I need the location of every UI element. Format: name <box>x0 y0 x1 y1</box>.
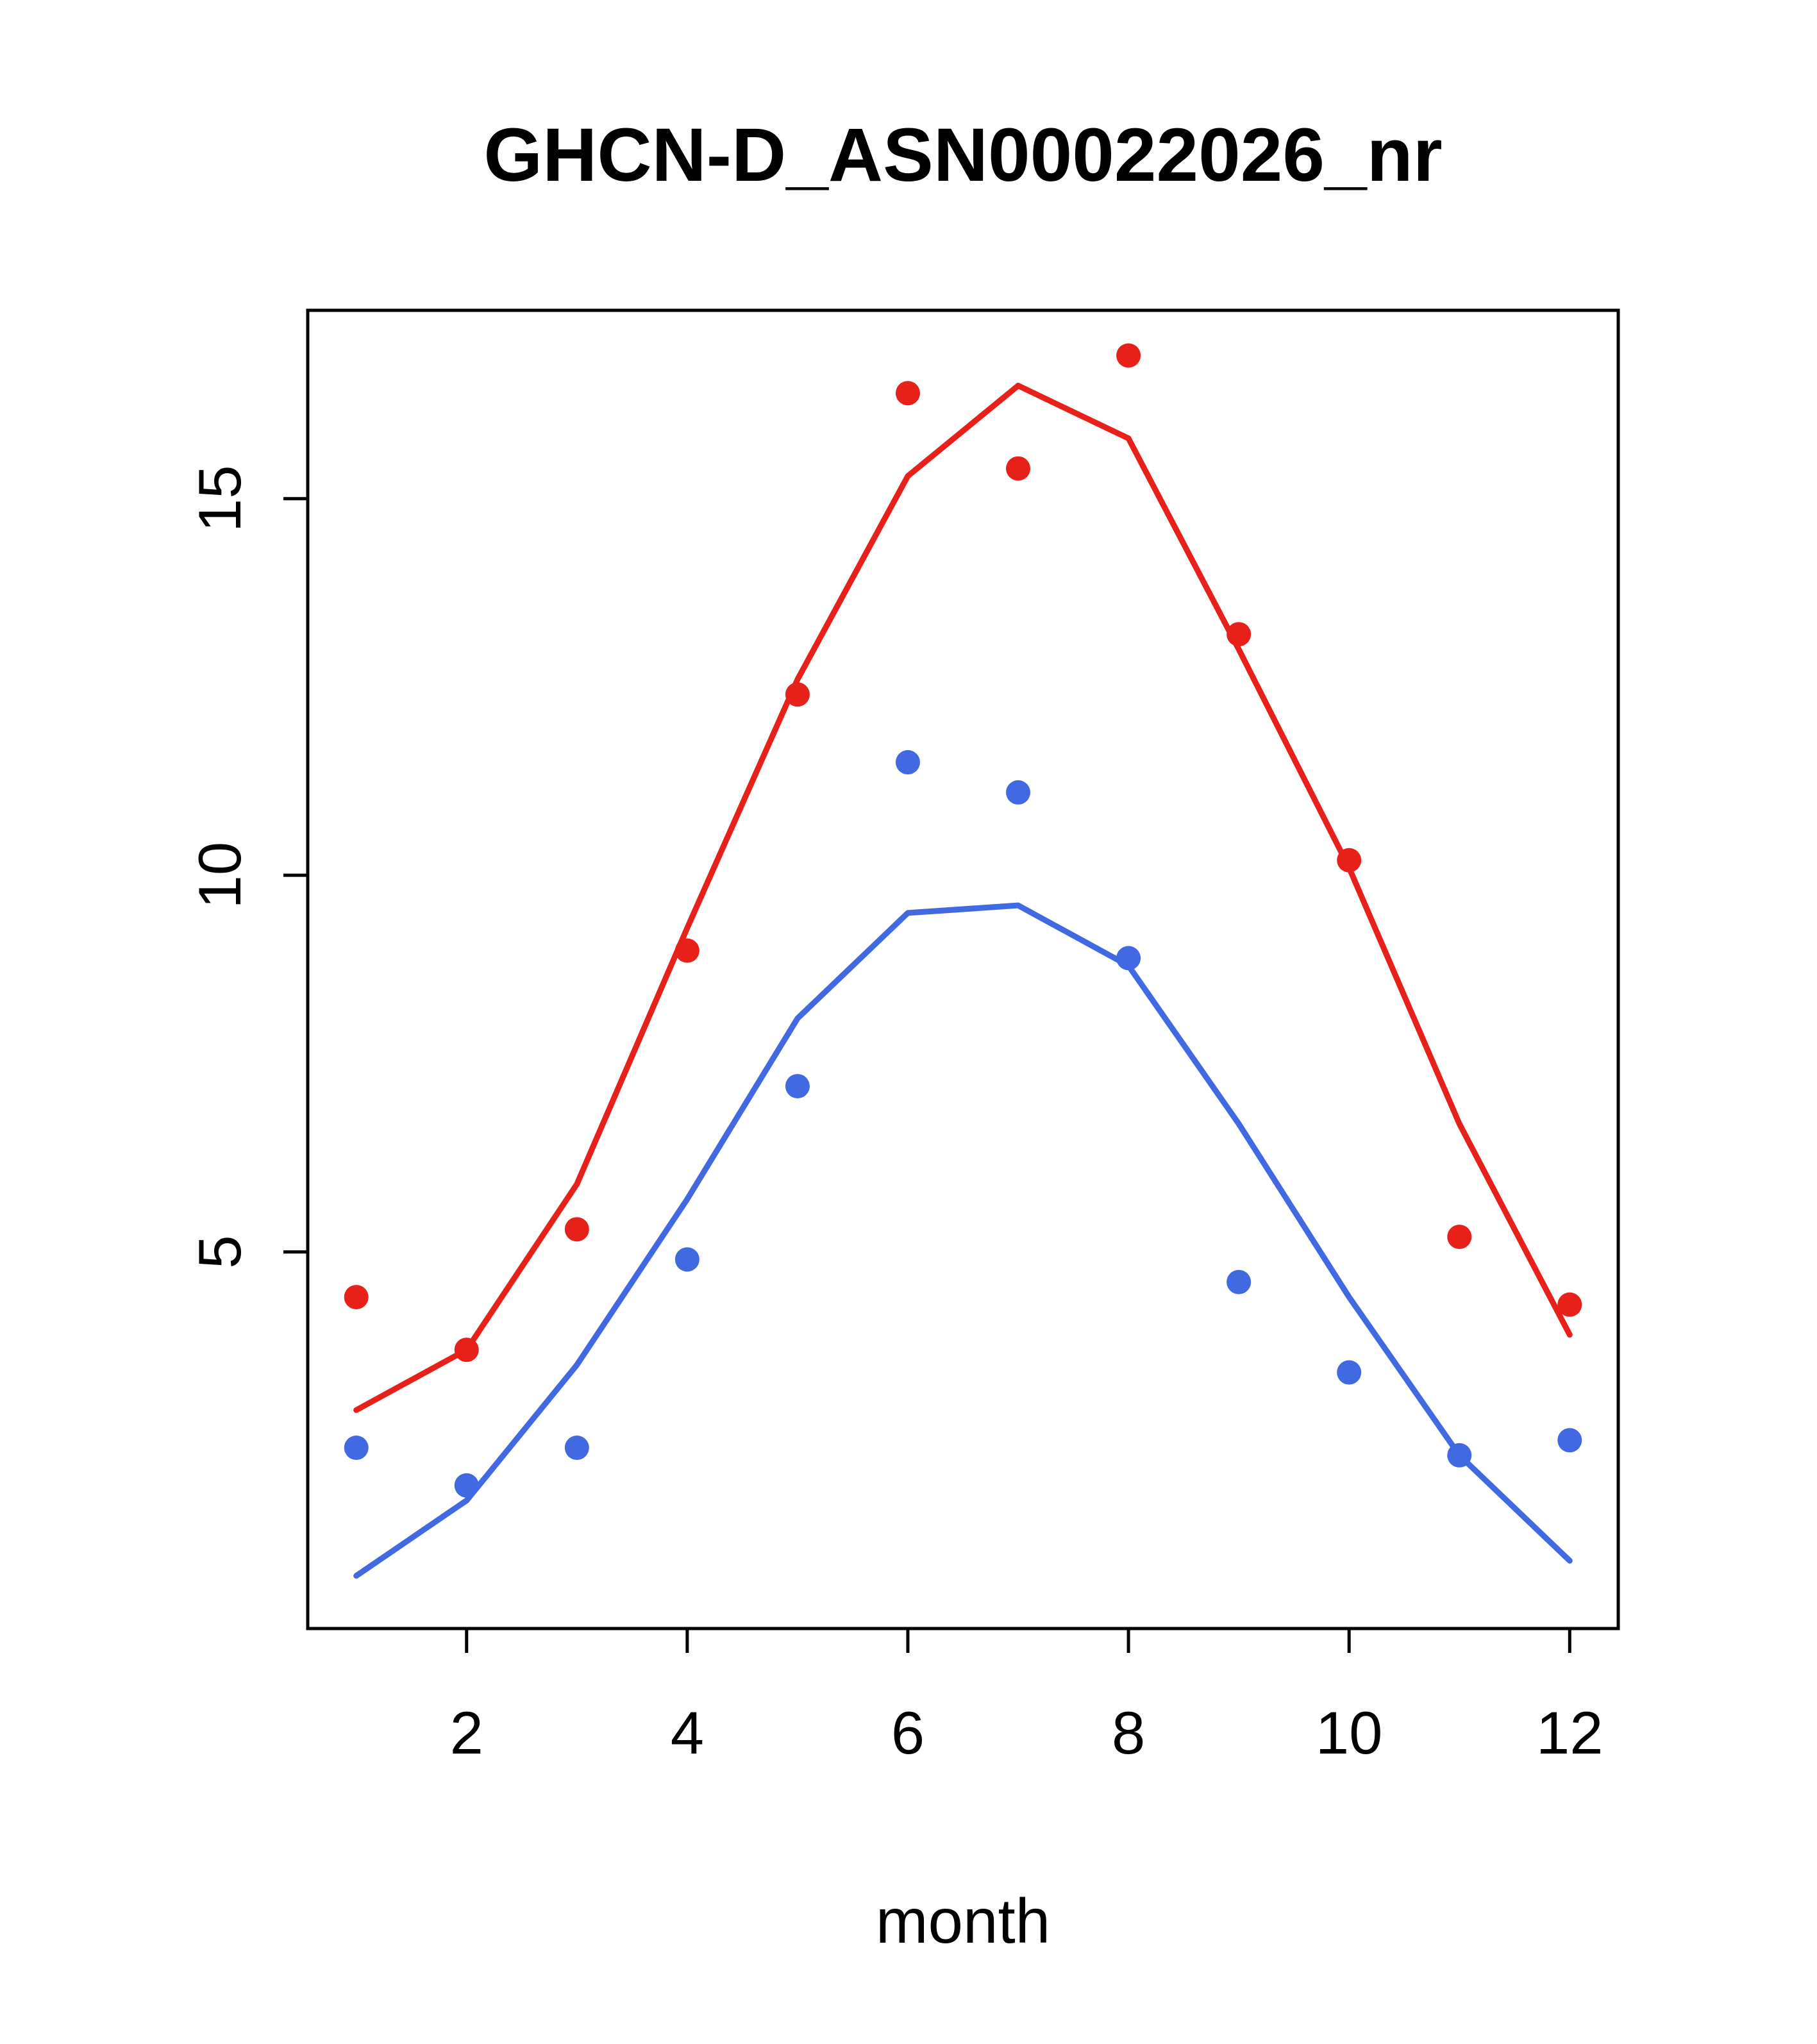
blue-point <box>1447 1443 1472 1468</box>
blue-point <box>1006 780 1031 805</box>
x-tick-label: 10 <box>1316 1699 1383 1766</box>
red-point <box>1337 848 1362 873</box>
plot-box <box>306 308 1620 1630</box>
blue-point <box>785 1074 810 1099</box>
y-tick-label: 15 <box>186 465 253 532</box>
red-point <box>895 381 920 406</box>
blue-point <box>1227 1269 1252 1294</box>
x-tick-label: 12 <box>1536 1699 1603 1766</box>
x-axis-label: month <box>876 1886 1050 1956</box>
blue-line <box>353 902 1573 1579</box>
blue-point <box>895 750 920 775</box>
blue-point <box>344 1436 369 1461</box>
x-tick-label: 4 <box>671 1699 704 1766</box>
red-point <box>1116 343 1141 368</box>
blue-point <box>1116 946 1141 971</box>
red-line <box>353 382 1573 1413</box>
x-tick-label: 8 <box>1112 1699 1145 1766</box>
chart-title: GHCN-D_ASN00022026_nr <box>483 113 1442 197</box>
x-tick-label: 6 <box>891 1699 925 1766</box>
red-point <box>564 1217 589 1242</box>
red-point <box>1006 456 1031 481</box>
red-point <box>344 1285 369 1310</box>
plot-area: 2 4 6 8 10 12 5 10 15 <box>186 308 1620 1766</box>
blue-point <box>674 1247 699 1272</box>
blue-point <box>1557 1428 1582 1453</box>
red-point <box>1557 1292 1582 1317</box>
red-point <box>785 682 810 707</box>
y-tick-label: 10 <box>186 842 253 909</box>
x-tick-label: 2 <box>450 1699 483 1766</box>
red-point <box>1227 622 1252 647</box>
y-tick-label: 5 <box>186 1235 253 1268</box>
red-point <box>1447 1225 1472 1250</box>
blue-point <box>454 1473 479 1498</box>
blue-point <box>564 1436 589 1461</box>
blue-point <box>1337 1360 1362 1385</box>
red-point <box>454 1337 479 1362</box>
red-point <box>674 938 699 963</box>
